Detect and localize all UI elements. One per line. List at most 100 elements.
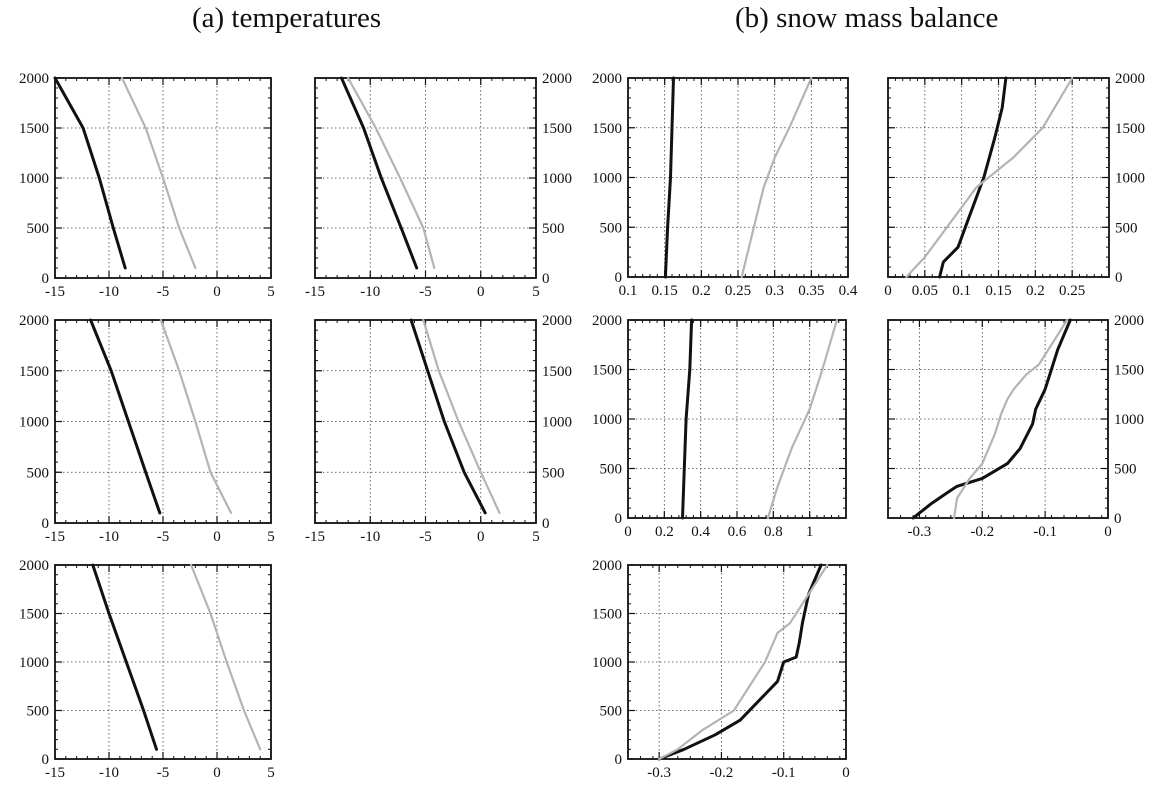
y-tick-label: 0 (542, 516, 550, 532)
x-tick-label: 0.2 (692, 283, 711, 299)
y-tick-label: 0 (42, 516, 50, 532)
x-tick-label: 0.05 (912, 283, 938, 299)
x-tick-label: -15 (45, 529, 65, 545)
x-tick-label: 0.2 (655, 524, 674, 540)
y-tick-label: 1000 (542, 415, 572, 431)
plot-frame (887, 319, 1109, 519)
series-line-gray (952, 318, 1069, 520)
series-line-gray (657, 563, 829, 761)
x-tick-label: 0.25 (725, 283, 751, 299)
panel-snow-1: 0.1 0.15 0.2 0.25 0.3 0.35 0.4 0 500 1000 1500 2000 (592, 71, 858, 299)
x-tick-label: 0 (213, 284, 221, 300)
x-tick-label: 0 (884, 283, 892, 299)
y-tick-label: 1500 (542, 121, 572, 137)
x-tick-label: -0.1 (1033, 524, 1057, 540)
x-tick-label: -0.2 (970, 524, 994, 540)
y-tick-label: 500 (27, 704, 50, 720)
y-tick-label: 1500 (592, 607, 622, 623)
x-tick-label: 0.35 (798, 283, 824, 299)
x-tick-label: -0.2 (710, 765, 734, 781)
series-line-gray (766, 318, 839, 520)
y-tick-label: 1500 (1115, 121, 1145, 137)
x-tick-label: -15 (45, 765, 65, 781)
x-tick-label: 5 (267, 284, 275, 300)
x-tick-label: -5 (157, 529, 170, 545)
y-tick-label: 1500 (19, 607, 49, 623)
series-line-gray (120, 76, 197, 270)
plot-frame (627, 319, 847, 519)
x-tick-label: 0.1 (619, 283, 638, 299)
panel-snow-3: 0 0.2 0.4 0.6 0.8 1 0 500 1000 1500 2000 (592, 313, 847, 540)
y-tick-label: 0 (615, 270, 623, 286)
series-line-black (663, 76, 675, 279)
x-tick-label: 0.6 (728, 524, 747, 540)
y-tick-label: 500 (542, 221, 565, 237)
x-tick-label: -10 (99, 529, 119, 545)
y-tick-label: 500 (27, 221, 50, 237)
y-tick-label: 2000 (592, 313, 622, 329)
plot-frame (314, 319, 537, 524)
y-tick-label: 1000 (1114, 412, 1144, 428)
series-line-black (938, 76, 1008, 279)
x-tick-label: 5 (532, 529, 540, 545)
series-line-gray (422, 318, 501, 515)
y-tick-label: 500 (27, 465, 50, 481)
y-tick-label: 1500 (19, 121, 49, 137)
y-tick-label: 1000 (592, 412, 622, 428)
y-tick-label: 2000 (1114, 313, 1144, 329)
y-tick-label: 1000 (592, 171, 622, 187)
series-line-black (53, 76, 127, 270)
x-tick-label: 0.25 (1059, 283, 1085, 299)
x-tick-label: 0.4 (839, 283, 858, 299)
y-tick-label: 2000 (592, 71, 622, 87)
y-tick-label: 2000 (542, 313, 572, 329)
y-tick-label: 1500 (1114, 363, 1144, 379)
x-tick-label: -5 (157, 284, 170, 300)
x-tick-label: -10 (99, 284, 119, 300)
y-tick-label: 1000 (19, 171, 49, 187)
x-tick-label: 0.3 (765, 283, 784, 299)
series-line-black (681, 318, 694, 520)
plot-frame (314, 77, 537, 279)
title-snow-mass-balance: (b) snow mass balance (735, 2, 999, 34)
y-tick-label: 2000 (19, 71, 49, 87)
y-tick-label: 0 (1115, 270, 1123, 286)
y-tick-label: 500 (1115, 220, 1138, 236)
x-tick-label: 0.8 (764, 524, 783, 540)
x-tick-label: 0.15 (985, 283, 1011, 299)
series-line-black (911, 318, 1072, 520)
plot-frame (54, 77, 272, 279)
x-tick-label: 0 (842, 765, 850, 781)
y-tick-label: 2000 (542, 71, 572, 87)
series-line-gray (159, 318, 233, 515)
plot-frame (54, 564, 272, 760)
y-tick-label: 0 (615, 511, 623, 527)
plot-frame (627, 564, 847, 760)
y-tick-label: 1000 (19, 655, 49, 671)
series-line-black (657, 563, 823, 761)
x-tick-label: -0.1 (772, 765, 796, 781)
x-tick-label: 0 (213, 529, 221, 545)
x-tick-label: 5 (532, 284, 540, 300)
panel-temp-3: -15 -10 -5 0 5 0 500 1000 1500 2000 (19, 313, 275, 545)
x-tick-label: -5 (419, 529, 432, 545)
y-tick-label: 500 (600, 462, 623, 478)
y-tick-label: 2000 (592, 558, 622, 574)
y-tick-label: 2000 (19, 558, 49, 574)
y-tick-label: 2000 (19, 313, 49, 329)
x-tick-label: 0 (213, 765, 221, 781)
y-tick-label: 500 (542, 465, 565, 481)
panel-snow-4: -0.3 -0.2 -0.1 00 500 1000 1500 2000 (887, 313, 1144, 540)
y-tick-label: 1000 (592, 655, 622, 671)
y-tick-label: 0 (42, 752, 50, 768)
x-tick-label: -10 (360, 529, 380, 545)
y-tick-label: 1500 (592, 121, 622, 137)
y-tick-label: 1000 (19, 415, 49, 431)
series-line-black (89, 318, 162, 515)
x-tick-label: 0 (477, 529, 485, 545)
x-tick-label: 5 (267, 765, 275, 781)
x-tick-label: 1 (806, 524, 814, 540)
x-tick-label: 0 (624, 524, 632, 540)
